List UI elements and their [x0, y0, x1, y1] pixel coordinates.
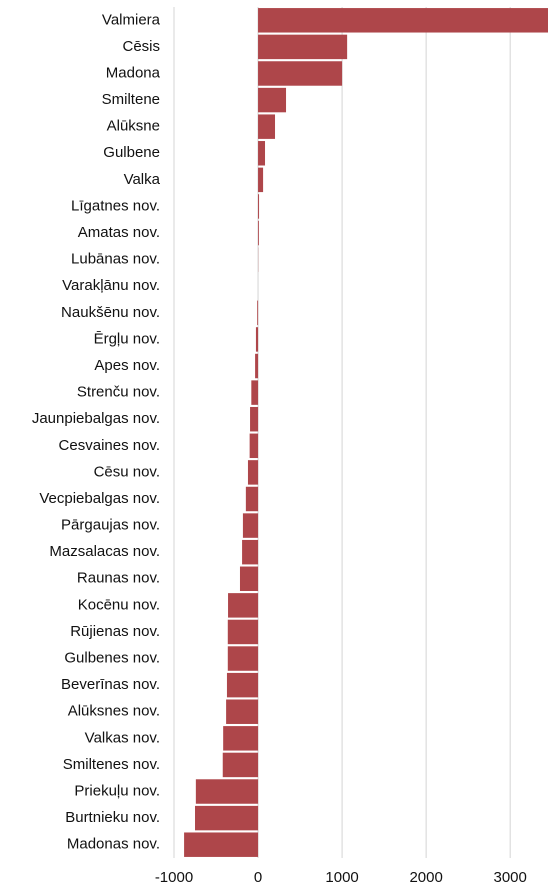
bar [257, 300, 259, 326]
bar [258, 34, 348, 60]
bar [227, 646, 259, 671]
x-tick-label: 1000 [325, 869, 358, 886]
y-tick-label: Ērgļu nov. [94, 330, 160, 347]
bar [258, 167, 264, 193]
bar [195, 779, 259, 804]
y-tick-label: Smiltenes nov. [63, 756, 160, 773]
y-tick-label: Strenču nov. [77, 384, 160, 401]
bar [184, 832, 259, 857]
x-tick-label: 3000 [493, 869, 526, 886]
bar [250, 406, 259, 432]
x-tick-label: 2000 [409, 869, 442, 886]
y-tick-label: Burtnieku nov. [65, 809, 160, 826]
y-tick-label: Gulbenes nov. [64, 650, 160, 667]
y-tick-label: Smiltene [102, 91, 160, 108]
bar [255, 327, 259, 352]
y-tick-label: Cēsis [122, 38, 160, 55]
y-tick-label: Cesvaines nov. [59, 437, 160, 454]
y-tick-label: Mazsalacas nov. [49, 543, 160, 560]
bar [255, 353, 259, 379]
y-tick-label: Rūjienas nov. [70, 623, 160, 640]
y-tick-label: Valkas nov. [85, 729, 160, 746]
bar [226, 672, 259, 698]
y-tick-label: Madona [106, 64, 161, 81]
bar [242, 513, 259, 538]
bar [239, 566, 259, 591]
y-tick-label: Varakļānu nov. [62, 277, 160, 294]
y-tick-label: Valka [124, 171, 161, 188]
bar [242, 539, 259, 565]
y-tick-label: Vecpiebalgas nov. [39, 490, 160, 507]
y-tick-label: Pārgaujas nov. [61, 517, 160, 534]
bar [222, 752, 259, 778]
y-tick-label: Alūksne [107, 118, 160, 135]
bar [258, 194, 260, 219]
bar [251, 380, 259, 405]
bar [258, 114, 276, 139]
bar [258, 220, 259, 246]
bar [258, 141, 266, 166]
y-tick-label: Kocēnu nov. [78, 596, 160, 613]
y-tick-label: Lubānas nov. [71, 251, 160, 268]
y-tick-label: Apes nov. [94, 357, 160, 374]
y-tick-label: Beverīnas nov. [61, 676, 160, 693]
y-tick-label: Amatas nov. [78, 224, 160, 241]
y-tick-label: Alūksnes nov. [68, 703, 160, 720]
y-tick-label: Madonas nov. [67, 836, 160, 853]
bar [228, 593, 259, 618]
y-tick-label: Naukšēnu nov. [61, 304, 160, 321]
bar [258, 87, 287, 113]
bar [247, 460, 259, 485]
bar [195, 805, 259, 831]
y-tick-label: Gulbene [103, 144, 160, 161]
bar [258, 61, 343, 86]
y-tick-label: Valmiera [102, 11, 161, 28]
bar [258, 8, 548, 33]
y-tick-label: Jaunpiebalgas nov. [32, 410, 160, 427]
y-tick-label: Raunas nov. [77, 570, 160, 587]
x-tick-label: -1000 [155, 869, 193, 886]
y-tick-label: Līgatnes nov. [71, 197, 160, 214]
x-tick-label: 0 [254, 869, 262, 886]
bar [227, 619, 259, 645]
bar [249, 433, 259, 459]
bar [245, 486, 259, 512]
bar [226, 699, 259, 724]
bar [223, 726, 259, 751]
y-tick-label: Cēsu nov. [94, 463, 160, 480]
y-tick-label: Priekuļu nov. [74, 782, 160, 799]
